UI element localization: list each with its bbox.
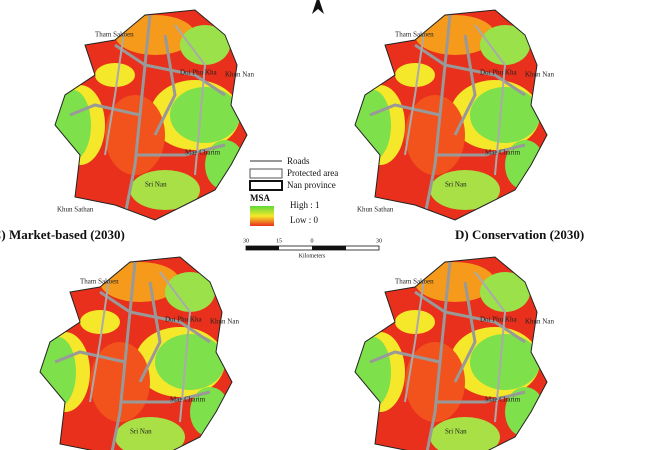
place-label: Mae Charim [485,396,521,404]
place-label: Khun Sathan [57,206,94,214]
scale-label: 30 [376,238,382,244]
map-panel [35,252,245,450]
legend-label: Protected area [287,168,338,178]
legend-protected [249,168,283,179]
map-panel [50,5,260,225]
place-label: Tham Sakoen [395,278,434,286]
place-label: Sri Nan [445,181,467,189]
place-label: Tham Sakoen [95,31,134,39]
place-label: Khun Nan [525,71,554,79]
north-arrow [312,0,324,14]
legend-label: Nan province [287,180,336,190]
map-panel [350,5,560,225]
place-label: Khun Sathan [357,206,394,214]
legend-gradient [250,206,274,226]
scale-label: 0 [311,238,314,244]
place-label: Mae Charim [485,149,521,157]
place-label: Khun Nan [225,71,254,79]
place-label: Doi Phu Kha [165,316,202,324]
scale-label: 30 [243,238,249,244]
place-label: Sri Nan [130,428,152,436]
map-panel [350,252,560,450]
place-label: Doi Phu Kha [180,69,217,77]
place-label: Doi Phu Kha [480,316,517,324]
scale-unit: Kilometers [299,253,326,259]
legend-province [249,180,283,191]
place-label: Mae Charim [170,396,206,404]
panel-title: D) Conservation (2030) [455,227,584,242]
place-label: Mae Charim [185,149,221,157]
place-label: Doi Phu Kha [480,69,517,77]
scale-label: 15 [276,238,282,244]
legend: Roads Protected area Nan province MSA Hi… [249,156,338,226]
legend-label: Roads [287,156,310,166]
panel-title: C) Market-based (2030) [0,227,125,242]
place-label: Khun Nan [210,318,239,326]
legend-label: Low : 0 [290,215,318,225]
place-label: Tham Sakoen [80,278,119,286]
legend-title: MSA [250,193,271,203]
scale-bar: Kilometers [245,245,380,259]
legend-label: High : 1 [290,200,320,210]
place-label: Sri Nan [445,428,467,436]
place-label: Sri Nan [145,181,167,189]
place-label: Khun Nan [525,318,554,326]
place-label: Tham Sakoen [395,31,434,39]
